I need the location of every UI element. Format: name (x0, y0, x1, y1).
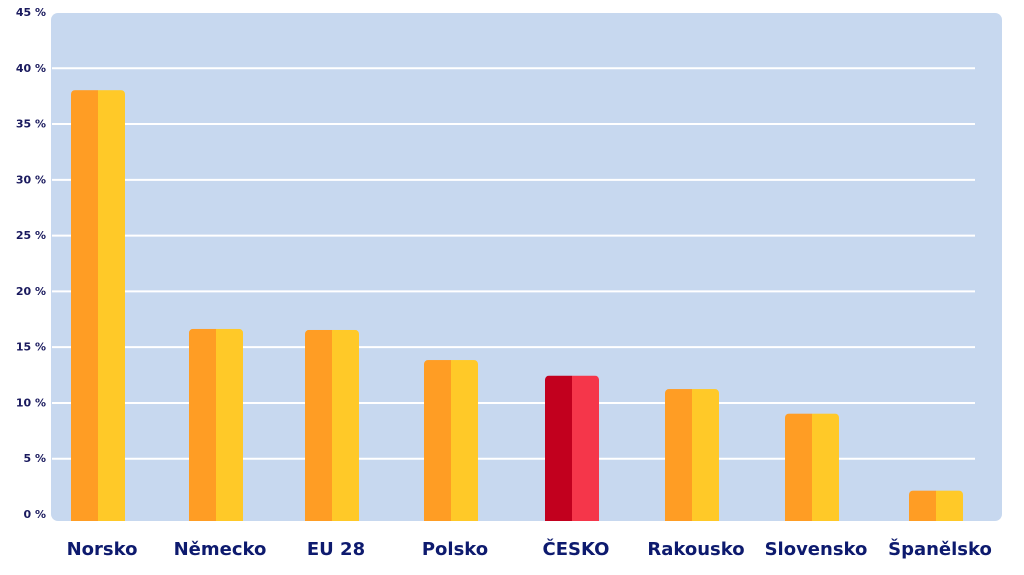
y-axis-tick-labels: 0 % 5 % 10 % 15 % 20 % 25 % 30 % 35 % 40 % 45 % (16, 6, 46, 521)
bar-right-half-norsko (98, 90, 125, 521)
bar-right-half-polsko (451, 360, 478, 521)
y-tick-label-30: 30 % (16, 173, 46, 186)
bar-left-half-slovensko (785, 413, 812, 521)
y-tick-label-40: 40 % (16, 62, 46, 75)
gridlines (52, 67, 975, 460)
y-tick-label-0: 0 % (23, 508, 46, 521)
bar-left-half-polsko (424, 360, 451, 521)
bar-right-half--pan-lsko (936, 490, 963, 521)
x-tick-label--esko: ČESKO (543, 538, 610, 560)
bar-left-half-eu-28 (305, 329, 332, 521)
x-tick-label--pan-lsko: Španělsko (888, 538, 992, 560)
x-tick-label-n-mecko: Německo (174, 539, 267, 560)
bar-polsko (424, 360, 478, 521)
bar-left-half-n-mecko (189, 328, 216, 521)
x-tick-label-norsko: Norsko (67, 539, 138, 560)
y-tick-label-45: 45 % (16, 6, 46, 19)
y-tick-label-35: 35 % (16, 118, 46, 131)
bar-right-half-n-mecko (216, 328, 243, 521)
bar-left-half-norsko (71, 90, 98, 521)
bar-right-half--esko (572, 375, 599, 521)
x-axis-category-labels: Norsko Německo EU 28 Polsko ČESKO Rakousko Slo… (67, 538, 992, 560)
plot-background (51, 13, 1002, 521)
bar-eu-28 (305, 329, 359, 521)
x-tick-label-eu-28: EU 28 (307, 539, 365, 560)
x-tick-label-polsko: Polsko (422, 539, 488, 560)
x-tick-label-rakousko: Rakousko (647, 539, 744, 560)
bar-norsko (71, 90, 125, 521)
y-tick-label-5: 5 % (23, 452, 46, 465)
bar-left-half--esko (545, 375, 572, 521)
bar-rakousko (665, 389, 719, 521)
bar-left-half-rakousko (665, 389, 692, 521)
bar-n-mecko (189, 328, 243, 521)
bars (71, 90, 963, 521)
bar-right-half-eu-28 (332, 329, 359, 521)
bar-right-half-rakousko (692, 389, 719, 521)
y-tick-label-10: 10 % (16, 396, 46, 409)
y-tick-label-20: 20 % (16, 285, 46, 298)
x-tick-label-slovensko: Slovensko (765, 539, 868, 560)
bar-left-half--pan-lsko (909, 490, 936, 521)
bar--pan-lsko (909, 490, 963, 521)
y-tick-label-15: 15 % (16, 341, 46, 354)
bar-right-half-slovensko (812, 413, 839, 521)
bar-slovensko (785, 413, 839, 521)
y-tick-label-25: 25 % (16, 229, 46, 242)
bar--esko (545, 375, 599, 521)
